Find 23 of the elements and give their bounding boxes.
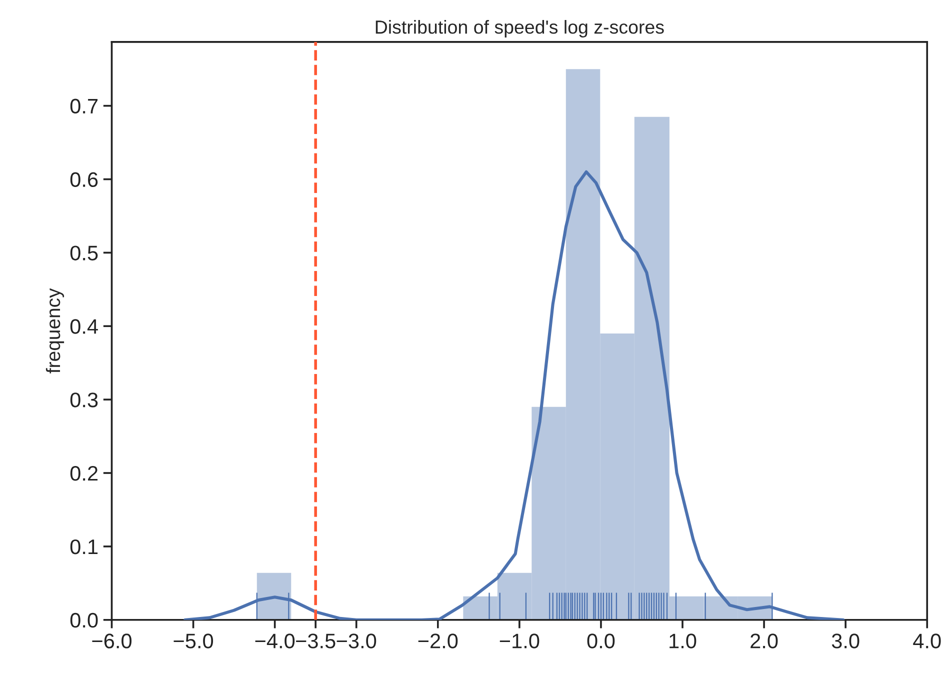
y-tick-label: 0.0 xyxy=(70,612,98,628)
x-tick-label: 1.0 xyxy=(670,634,696,648)
chart-title: Distribution of speed's log z-scores xyxy=(376,20,664,38)
x-tick-label: −4.0 xyxy=(255,634,295,648)
x-tick-label: 4.0 xyxy=(913,634,941,648)
x-tick-label: 0.0 xyxy=(587,634,615,648)
y-tick-label: 0.6 xyxy=(70,172,98,187)
line-series xyxy=(184,170,845,620)
x-tick-label: 3.0 xyxy=(832,634,860,648)
x-tick-label: −5.0 xyxy=(174,634,214,648)
x-tick-label: −3.0 xyxy=(336,634,376,648)
x-tick-label: −1.0 xyxy=(500,634,540,648)
x-tick-label: −2.0 xyxy=(418,634,458,648)
y-tick-label: 0.2 xyxy=(70,466,98,481)
y-tick-label: 0.4 xyxy=(70,319,98,334)
y-tick-label: 0.7 xyxy=(70,98,98,114)
x-tick-label: −3.5 xyxy=(296,634,336,648)
y-axis-title: frequency xyxy=(46,288,64,374)
x-tick-label: −6.0 xyxy=(92,634,132,648)
y-tick-label: 0.1 xyxy=(70,539,98,554)
y-tick-label: 0.5 xyxy=(70,246,98,260)
y-tick-label: 0.3 xyxy=(70,392,98,408)
x-tick-label: 2.0 xyxy=(750,634,778,648)
